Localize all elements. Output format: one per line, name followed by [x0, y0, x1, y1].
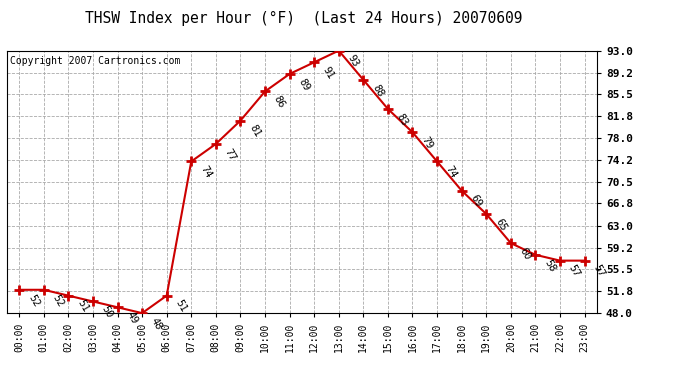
Text: 58: 58 [542, 258, 558, 273]
Text: 83: 83 [395, 112, 410, 128]
Text: 93: 93 [346, 53, 361, 69]
Text: 74: 74 [198, 164, 213, 180]
Text: 69: 69 [469, 194, 484, 209]
Text: Copyright 2007 Cartronics.com: Copyright 2007 Cartronics.com [10, 56, 180, 66]
Text: 57: 57 [567, 263, 582, 279]
Text: 79: 79 [420, 135, 434, 151]
Text: 65: 65 [493, 217, 508, 232]
Text: 52: 52 [26, 292, 41, 308]
Text: 51: 51 [174, 298, 188, 314]
Text: 48: 48 [149, 316, 164, 332]
Text: 89: 89 [297, 77, 311, 93]
Text: 50: 50 [100, 304, 115, 320]
Text: 74: 74 [444, 164, 459, 180]
Text: 52: 52 [51, 292, 66, 308]
Text: 49: 49 [124, 310, 139, 326]
Text: 57: 57 [591, 263, 607, 279]
Text: 77: 77 [223, 147, 237, 162]
Text: 88: 88 [371, 82, 385, 98]
Text: 51: 51 [75, 298, 90, 314]
Text: 86: 86 [272, 94, 287, 110]
Text: 81: 81 [248, 123, 262, 139]
Text: 60: 60 [518, 246, 533, 262]
Text: 91: 91 [321, 65, 336, 81]
Text: THSW Index per Hour (°F)  (Last 24 Hours) 20070609: THSW Index per Hour (°F) (Last 24 Hours)… [85, 11, 522, 26]
